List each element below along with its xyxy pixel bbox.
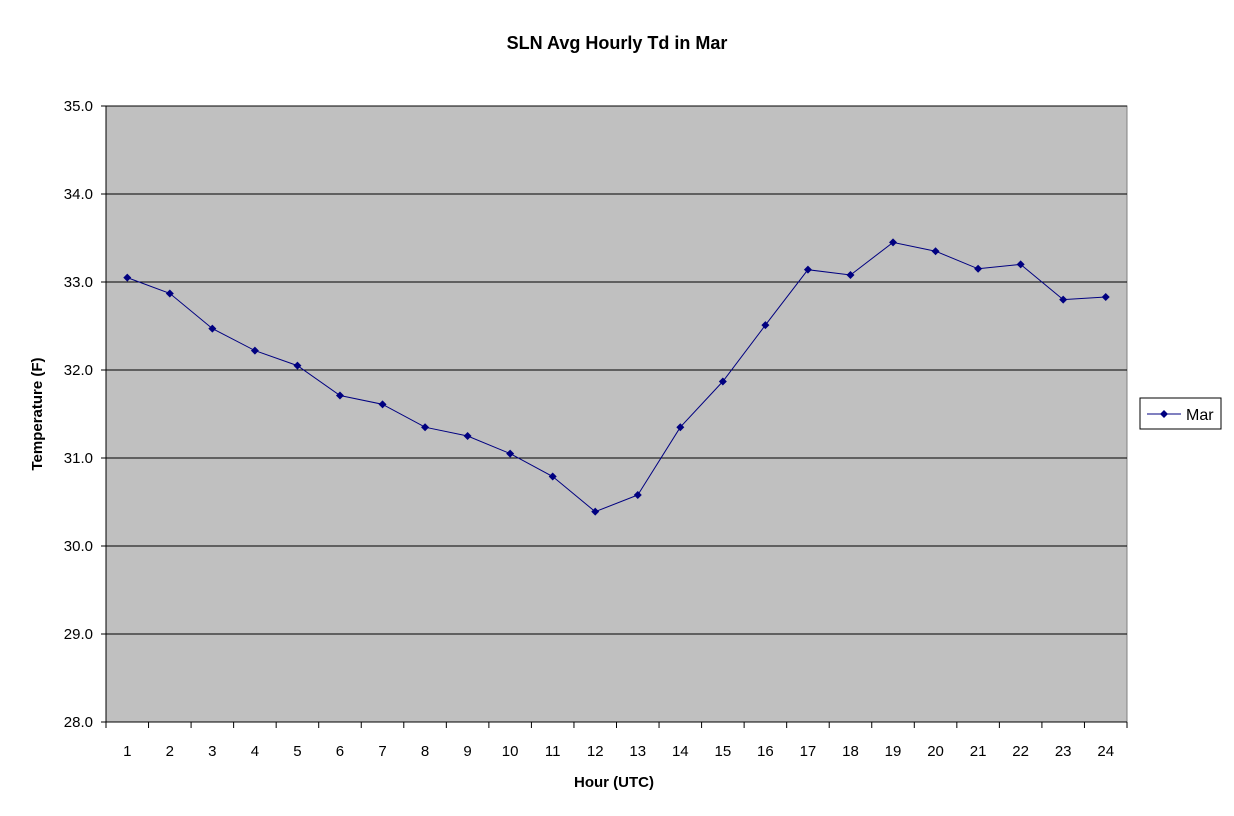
data-point [208,324,217,333]
data-point [718,377,727,386]
series-mar [123,238,1110,516]
data-point [889,238,898,247]
chart-title: SLN Avg Hourly Td in Mar [507,33,728,53]
x-tick-label: 8 [421,743,429,760]
data-point [1016,260,1025,269]
y-tick-label: 33.0 [64,274,93,291]
x-tick-label: 6 [336,743,344,760]
axes: 28.029.030.031.032.033.034.035.01 2 3 4 5 6 7 8… [64,98,1128,760]
data-point [803,265,812,274]
x-tick-label: 5 [293,743,301,760]
data-point [165,289,174,298]
y-axis-title: Temperature (F) [29,357,46,470]
data-point [846,270,855,279]
x-tick-label: 21 [970,743,987,760]
y-tick-label: 31.0 [64,450,93,467]
x-tick-label: 7 [378,743,386,760]
data-point [335,391,344,400]
legend: Mar [1139,397,1222,430]
y-tick-label: 28.0 [64,714,93,731]
data-point [421,423,430,432]
legend-marker [1160,410,1168,418]
grid-lines [106,105,1127,635]
legend-label: Mar [1186,407,1214,424]
x-tick-label: 19 [885,743,902,760]
x-axis-title: Hour (UTC) [574,774,654,791]
x-tick-label: 12 [587,743,604,760]
data-point [1059,295,1068,304]
x-tick-label: 17 [800,743,817,760]
data-point [378,400,387,409]
y-tick-label: 29.0 [64,626,93,643]
x-tick-label: 15 [715,743,732,760]
y-tick-label: 30.0 [64,538,93,555]
data-point [123,273,132,282]
x-tick-label: 14 [672,743,689,760]
x-tick-label: 2 [166,743,174,760]
data-point [974,264,983,273]
x-tick-label: 23 [1055,743,1072,760]
plot-area [105,105,1128,723]
data-point [931,247,940,256]
x-tick-label: 18 [842,743,859,760]
data-point [591,507,600,516]
x-tick-label: 16 [757,743,774,760]
data-point [506,449,515,458]
x-tick-label: 10 [502,743,519,760]
y-tick-label: 35.0 [64,98,93,115]
x-tick-label: 3 [208,743,216,760]
x-tick-label: 1 [123,743,131,760]
data-point [548,472,557,481]
data-point [250,346,259,355]
data-point [633,490,642,499]
x-tick-label: 11 [545,743,561,760]
x-tick-label: 4 [251,743,259,760]
x-tick-label: 22 [1012,743,1029,760]
y-tick-label: 34.0 [64,186,93,203]
x-tick-label: 24 [1097,743,1114,760]
data-point [761,321,770,330]
y-tick-label: 32.0 [64,362,93,379]
series-line [127,241,1106,513]
data-point [293,361,302,370]
data-point [676,423,685,432]
x-tick-label: 9 [463,743,471,760]
x-tick-label: 13 [629,743,646,760]
data-point [463,432,472,440]
data-point [1101,292,1110,301]
x-tick-label: 20 [927,743,944,760]
